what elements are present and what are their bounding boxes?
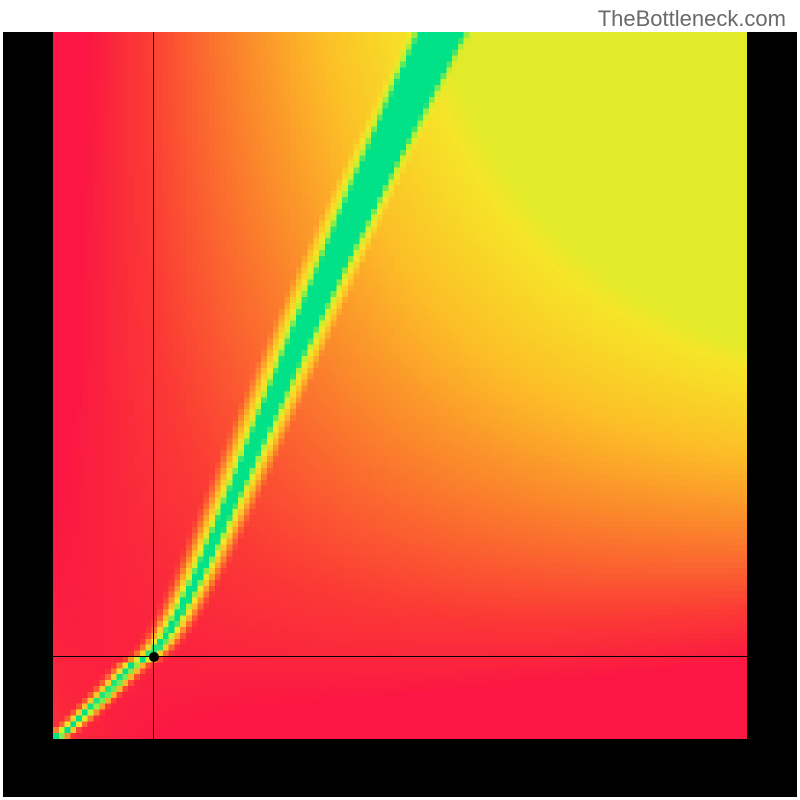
crosshair-vertical xyxy=(153,32,154,797)
plot-border-bottom xyxy=(3,739,797,797)
plot-area xyxy=(3,32,797,797)
watermark-text: TheBottleneck.com xyxy=(598,6,786,32)
crosshair-dot xyxy=(149,652,159,662)
plot-border-left xyxy=(3,32,53,797)
plot-border-right xyxy=(747,32,797,797)
heatmap-canvas xyxy=(53,32,747,739)
crosshair-horizontal xyxy=(3,656,797,657)
chart-container: TheBottleneck.com xyxy=(0,0,800,800)
